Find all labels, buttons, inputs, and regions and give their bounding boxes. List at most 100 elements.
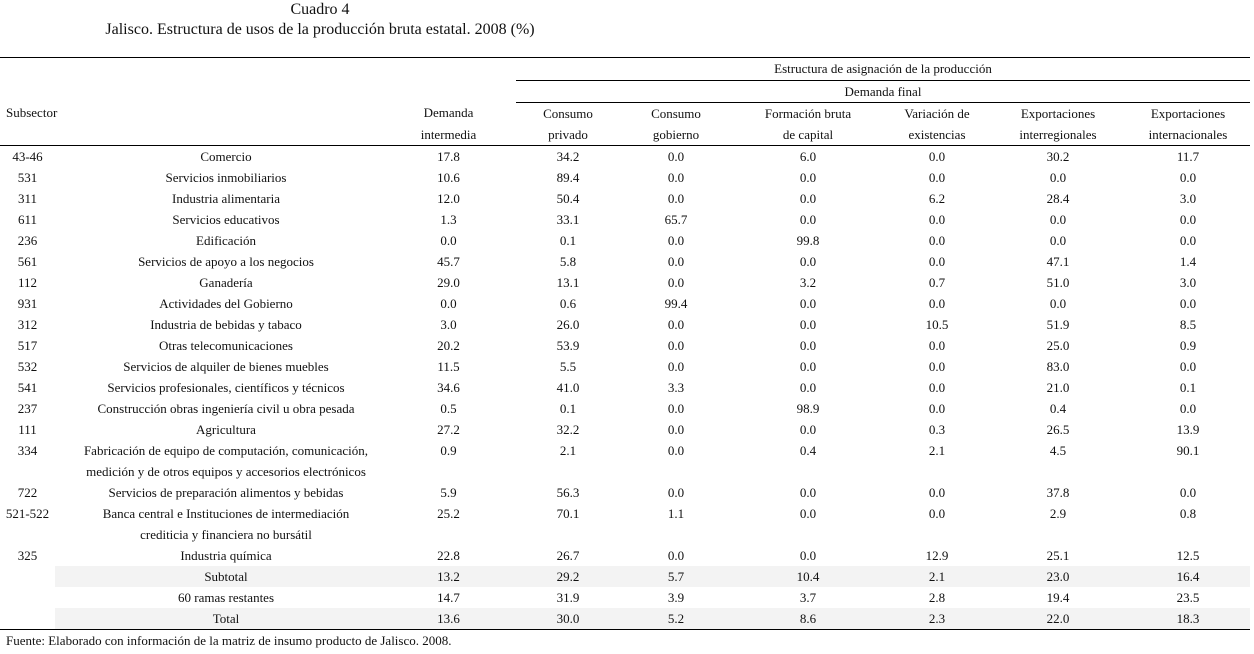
- table-row: 722 Servicios de preparación alimentos y …: [0, 482, 1250, 503]
- group-header: Estructura de asignación de la producció…: [516, 58, 1250, 81]
- subsector-name: medición y de otros equipos y accesorios…: [86, 463, 366, 479]
- value-cell: 0.0: [667, 274, 685, 290]
- value-cell: 26.5: [1046, 421, 1070, 437]
- subsector-name: 60 ramas restantes: [177, 589, 275, 605]
- value-cell: 30.2: [1046, 148, 1070, 164]
- subsector-name: Construcción obras ingeniería civil u ob…: [97, 400, 355, 416]
- value-cell: 26.7: [556, 547, 580, 563]
- table-title: Jalisco. Estructura de usos de la produc…: [105, 21, 535, 38]
- value-cell: 25.2: [437, 505, 460, 521]
- table-row: 541 Servicios profesionales, científicos …: [0, 377, 1250, 398]
- value-cell: 0.0: [928, 232, 946, 248]
- value-cell: 0.0: [799, 379, 817, 395]
- value-cell: 0.0: [799, 421, 817, 437]
- column-header: de capital: [732, 123, 884, 146]
- value-cell: 0.0: [440, 295, 457, 311]
- value-cell: 11.7: [1176, 148, 1200, 164]
- value-cell: 13.1: [556, 274, 580, 290]
- value-cell: 23.5: [1176, 589, 1200, 605]
- subsector-code: 931: [17, 295, 38, 311]
- value-cell: 19.4: [1046, 589, 1070, 605]
- table-row: 237 Construcción obras ingeniería civil u…: [0, 398, 1250, 419]
- table-row: 561 Servicios de apoyo a los negocios 45.7…: [0, 251, 1250, 272]
- table-row: 931 Actividades del Gobierno 0.0 0.6 99.4 0.0…: [0, 293, 1250, 314]
- value-cell: 14.7: [437, 589, 460, 605]
- subsector-name: Industria química: [180, 547, 272, 563]
- subsector-code: 541: [17, 379, 38, 395]
- value-cell: 17.8: [437, 148, 460, 164]
- value-cell: 2.3: [884, 607, 990, 630]
- value-cell: 3.2: [799, 274, 817, 290]
- table-row: 112 Ganadería 29.0 13.1 0.0 3.2 0.7 51.0 3.0: [0, 272, 1250, 293]
- value-cell: 2.1: [928, 442, 946, 458]
- value-cell: 6.0: [799, 148, 817, 164]
- value-cell: 10.6: [437, 169, 460, 185]
- value-cell: 0.0: [799, 484, 817, 500]
- value-cell: 83.0: [1046, 358, 1070, 374]
- subsector-code: [0, 587, 55, 608]
- value-cell: 1.3: [440, 211, 457, 227]
- value-cell: 0.0: [799, 505, 817, 521]
- subsector-name: Edificación: [196, 232, 256, 248]
- subsector-name: Agricultura: [196, 421, 256, 437]
- value-cell: 0.0: [667, 190, 685, 206]
- table-row: 521-522 Banca central e Instituciones de …: [0, 503, 1250, 524]
- value-cell: 0.0: [1179, 295, 1197, 311]
- value-cell: 25.1: [1046, 547, 1070, 563]
- value-cell: 0.0: [799, 316, 817, 332]
- value-cell: 13.6: [397, 607, 500, 630]
- value-cell: 0.9: [1179, 337, 1197, 353]
- value-cell: 0.0: [928, 148, 946, 164]
- value-cell: 12.5: [1176, 547, 1200, 563]
- value-cell: 25.0: [1046, 337, 1070, 353]
- value-cell: 5.8: [559, 253, 577, 269]
- subsector-code: 531: [17, 169, 38, 185]
- value-cell: 53.9: [556, 337, 580, 353]
- subsector-code: 521-522: [5, 505, 50, 521]
- column-header: Exportaciones: [1150, 105, 1226, 121]
- subsector-code: 312: [17, 316, 38, 332]
- value-cell: 0.0: [1049, 295, 1067, 311]
- value-cell: 0.0: [928, 484, 946, 500]
- value-cell: 50.4: [556, 190, 580, 206]
- subsector-name: Servicios profesionales, científicos y t…: [107, 379, 345, 395]
- value-cell: 0.0: [667, 421, 685, 437]
- value-cell: 0.0: [667, 232, 685, 248]
- value-cell: 0.0: [667, 547, 685, 563]
- value-cell: 51.0: [1046, 274, 1070, 290]
- value-cell: 29.2: [516, 565, 620, 587]
- value-cell: 45.7: [437, 253, 460, 269]
- table-row: 236 Edificación 0.0 0.1 0.0 99.8 0.0 0.0 0.0: [0, 230, 1250, 251]
- value-cell: 12.9: [925, 547, 949, 563]
- column-header: internacionales: [1126, 123, 1250, 146]
- value-cell: 18.3: [1126, 607, 1250, 630]
- value-cell: 16.4: [1126, 565, 1250, 587]
- value-cell: 0.0: [928, 253, 946, 269]
- value-cell: 0.1: [559, 232, 577, 248]
- value-cell: 0.0: [667, 169, 685, 185]
- value-cell: 0.0: [1179, 169, 1197, 185]
- value-cell: 34.6: [437, 379, 460, 395]
- column-header: Variación de: [904, 105, 970, 121]
- subsector-code: 237: [17, 400, 38, 416]
- value-cell: 0.0: [667, 400, 685, 416]
- value-cell: 90.1: [1176, 442, 1200, 458]
- value-cell: 0.4: [799, 442, 817, 458]
- subsector-code: 611: [17, 211, 38, 227]
- table-row: 325 Industria química 22.8 26.7 0.0 0.0 12.9 25…: [0, 545, 1250, 566]
- value-cell: 0.3: [928, 421, 946, 437]
- value-cell: 0.0: [928, 505, 946, 521]
- subsector-code: [0, 566, 55, 587]
- value-cell: 3.0: [1179, 190, 1197, 206]
- table-row: 531 Servicios inmobiliarios 10.6 89.4 0.0 0.0…: [0, 167, 1250, 188]
- value-cell: 26.0: [556, 316, 580, 332]
- value-cell: 1.4: [1179, 253, 1197, 269]
- value-cell: 0.0: [928, 358, 946, 374]
- subsector-code: 111: [18, 421, 37, 437]
- value-cell: 0.0: [799, 169, 817, 185]
- value-cell: 2.9: [1049, 505, 1067, 521]
- value-cell: 3.7: [799, 589, 817, 605]
- column-header: interregionales: [990, 123, 1126, 146]
- value-cell: 29.0: [437, 274, 460, 290]
- value-cell: 33.1: [556, 211, 580, 227]
